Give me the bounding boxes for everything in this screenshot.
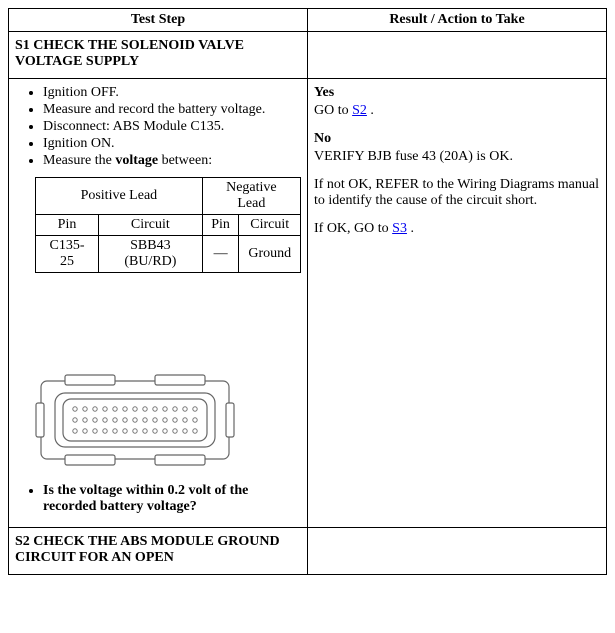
s1-step-c: Disconnect: ABS Module C135. [43,119,301,135]
s2-title-cell: S2 CHECK THE ABS MODULE GROUND CIRCUIT F… [9,528,308,575]
s1-no-action3: If OK, GO to S3 . [314,221,600,237]
leads-pos-pin: C135-25 [36,236,99,273]
s1-steps-list: Ignition OFF. Measure and record the bat… [15,85,301,169]
s1-step-a: Ignition OFF. [43,85,301,101]
leads-neg-header: Negative Lead [202,178,300,215]
header-test-step: Test Step [9,9,308,32]
leads-table: Positive Lead Negative Lead Pin Circuit … [35,177,301,273]
s1-step-e: Measure the voltage between: [43,153,301,169]
s1-no-action1: VERIFY BJB fuse 43 (20A) is OK. [314,149,600,165]
s1-no-pre: If OK, GO to [314,221,392,236]
s1-yes-action: GO to S2 . [314,103,600,119]
s1-step-e-pre: Measure the [43,153,115,168]
leads-pos-circuit: SBB43 (BU/RD) [99,236,203,273]
s1-yes-label: Yes [314,85,600,101]
leads-header-row: Positive Lead Negative Lead [36,178,301,215]
leads-data-row: C135-25 SBB43 (BU/RD) — Ground [36,236,301,273]
s3-link[interactable]: S3 [392,221,407,236]
s1-result-cell: Yes GO to S2 . No VERIFY BJB fuse 43 (20… [308,79,607,528]
connector-diagram [35,373,301,473]
s2-title-row: S2 CHECK THE ABS MODULE GROUND CIRCUIT F… [9,528,607,575]
s2-title: S2 CHECK THE ABS MODULE GROUND CIRCUIT F… [15,532,301,570]
s1-no-post: . [407,221,414,236]
s1-body-row: Ignition OFF. Measure and record the bat… [9,79,607,528]
leads-neg-pin-label: Pin [202,215,239,236]
header-row: Test Step Result / Action to Take [9,9,607,32]
s1-title-cell: S1 CHECK THE SOLENOID VALVE VOLTAGE SUPP… [9,32,308,79]
header-result: Result / Action to Take [308,9,607,32]
leads-neg-pin: — [202,236,239,273]
s1-title-row: S1 CHECK THE SOLENOID VALVE VOLTAGE SUPP… [9,32,607,79]
s1-step-e-bold: voltage [115,153,158,168]
s1-no-action2: If not OK, REFER to the Wiring Diagrams … [314,177,600,209]
s2-result-empty [308,528,607,575]
s1-question-list: Is the voltage within 0.2 volt of the re… [15,483,301,515]
s1-step-e-post: between: [158,153,212,168]
leads-pos-header: Positive Lead [36,178,203,215]
s1-title-result-empty [308,32,607,79]
s1-yes-post: . [367,103,374,118]
leads-neg-circuit: Ground [239,236,301,273]
leads-pos-pin-label: Pin [36,215,99,236]
s1-title: S1 CHECK THE SOLENOID VALVE VOLTAGE SUPP… [15,36,301,74]
diagnostic-table: Test Step Result / Action to Take S1 CHE… [8,8,607,575]
s1-question: Is the voltage within 0.2 volt of the re… [43,483,301,515]
leads-neg-circuit-label: Circuit [239,215,301,236]
s1-step-b: Measure and record the battery voltage. [43,102,301,118]
s1-body-cell: Ignition OFF. Measure and record the bat… [9,79,308,528]
connector-icon [35,373,235,468]
s1-no-label: No [314,131,600,147]
s2-link[interactable]: S2 [352,103,367,118]
s1-step-d: Ignition ON. [43,136,301,152]
s1-yes-pre: GO to [314,103,352,118]
leads-pos-circuit-label: Circuit [99,215,203,236]
leads-sub-header-row: Pin Circuit Pin Circuit [36,215,301,236]
